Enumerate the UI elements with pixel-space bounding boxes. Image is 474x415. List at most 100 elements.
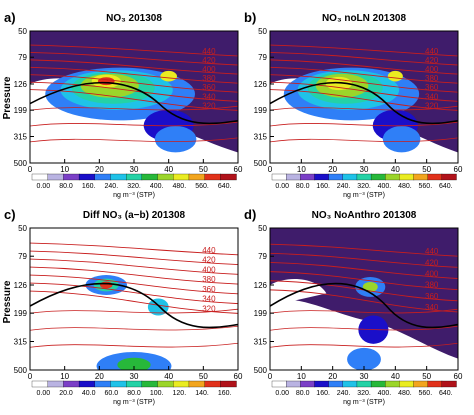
colorbar-swatch xyxy=(63,173,80,181)
contour-label: 360 xyxy=(202,285,216,294)
x-tick-label: 0 xyxy=(28,372,33,381)
colorbar-swatch xyxy=(204,173,221,181)
colorbar-swatch xyxy=(157,173,174,181)
colorbar-swatch xyxy=(220,380,237,388)
isentrope-contour xyxy=(30,282,238,305)
colorbar-tick-label: 80.0 xyxy=(296,183,310,190)
panel-title: NO₃ 201308 xyxy=(106,13,162,24)
y-tick-label: 315 xyxy=(14,338,28,347)
contour-label: 380 xyxy=(202,275,216,284)
isentrope-contour xyxy=(30,105,238,111)
x-tick-label: 10 xyxy=(60,372,69,381)
y-tick-label: 199 xyxy=(254,309,268,318)
contour-label: 420 xyxy=(425,56,439,65)
tropopause-line xyxy=(270,282,458,329)
colorbar-swatch xyxy=(47,380,65,388)
y-tick-label: 50 xyxy=(258,27,267,36)
isentrope-contour xyxy=(270,262,458,279)
colorbar-tick-label: 160. xyxy=(316,183,330,190)
colorbar-swatch xyxy=(441,380,457,388)
colorbar-tick-label: 400. xyxy=(150,183,164,190)
colorbar-tick-label: 0.00 xyxy=(37,183,51,190)
colorbar-swatch xyxy=(78,173,96,181)
panel-title: NO₃ noLN 201308 xyxy=(322,13,407,24)
colorbar-swatch xyxy=(63,380,80,388)
x-tick-label: 0 xyxy=(268,372,273,381)
contour-label: 380 xyxy=(425,74,439,83)
colorbar-swatch xyxy=(94,173,112,181)
field-level xyxy=(154,125,197,153)
contour-label: 360 xyxy=(425,83,439,92)
colorbar-tick-label: 320. xyxy=(127,183,141,190)
x-tick-label: 60 xyxy=(234,372,243,381)
isentrope-contour xyxy=(270,74,458,93)
isentrope-contour xyxy=(270,44,458,57)
isentrope-contour xyxy=(30,52,238,66)
isentrope-contour xyxy=(30,342,238,348)
colorbar-tick-label: 240. xyxy=(105,183,119,190)
colorbar-swatch xyxy=(271,380,287,388)
colorbar-swatch xyxy=(342,173,358,181)
colorbar-tick-label: 0.00 xyxy=(37,390,51,397)
colorbar-swatch xyxy=(110,173,127,181)
y-tick-label: 126 xyxy=(14,281,28,290)
colorbar-tick-label: 240. xyxy=(337,390,351,397)
y-tick-label: 126 xyxy=(254,281,268,290)
isentrope-contour xyxy=(30,121,238,127)
colorbar-swatch xyxy=(370,173,386,181)
colorbar-swatch xyxy=(141,173,159,181)
x-tick-label: 40 xyxy=(164,372,173,381)
contour-label: 340 xyxy=(425,303,439,312)
y-tick-label: 500 xyxy=(254,366,268,375)
isentrope-contour xyxy=(270,66,458,84)
colorbar-tick-label: 560. xyxy=(419,183,433,190)
colorbar-swatch xyxy=(356,380,372,388)
contour-label: 340 xyxy=(202,295,216,304)
tropopause-line xyxy=(30,282,238,329)
colorbar-unit: ng m⁻³ (STP) xyxy=(113,399,155,406)
x-tick-label: 40 xyxy=(164,165,173,174)
y-tick-label: 500 xyxy=(254,159,268,168)
colorbar-swatch xyxy=(157,380,174,388)
colorbar-tick-label: 120. xyxy=(173,390,187,397)
isentrope-contour xyxy=(30,137,238,143)
isentrope-contour xyxy=(30,325,238,331)
y-axis-label: Pressure xyxy=(2,76,13,119)
contour-label: 320 xyxy=(202,101,216,110)
colorbar-swatch xyxy=(300,380,316,388)
x-tick-label: 10 xyxy=(60,165,69,174)
colorbar-swatch xyxy=(370,380,386,388)
isentrope-contour xyxy=(30,258,238,275)
x-tick-label: 40 xyxy=(391,165,400,174)
x-tick-label: 50 xyxy=(199,372,208,381)
colorbar-tick-label: 80.0 xyxy=(59,183,73,190)
tropopause-line xyxy=(270,81,458,125)
colorbar-swatch xyxy=(173,380,190,388)
x-tick-label: 60 xyxy=(234,165,243,174)
panel-letter: a) xyxy=(4,10,16,25)
colorbar-swatch xyxy=(31,173,49,181)
colorbar-tick-label: 640. xyxy=(218,183,232,190)
colorbar-swatch xyxy=(286,173,301,181)
colorbar-swatch xyxy=(126,173,143,181)
contour-label: 420 xyxy=(202,56,216,65)
x-tick-label: 50 xyxy=(422,165,431,174)
y-tick-label: 50 xyxy=(258,224,267,233)
colorbar-tick-label: 80.0 xyxy=(296,390,310,397)
colorbar-swatch xyxy=(385,380,401,388)
colorbar-tick-label: 80.0 xyxy=(127,390,141,397)
colorbar-swatch xyxy=(47,173,65,181)
colorbar-swatch xyxy=(220,173,237,181)
contour-label: 440 xyxy=(202,47,216,56)
contour-label: 400 xyxy=(425,65,439,74)
colorbar-tick-label: 160. xyxy=(82,183,96,190)
colorbar-tick-label: 320. xyxy=(357,183,371,190)
colorbar-swatch xyxy=(31,380,49,388)
colorbar-swatch xyxy=(356,173,372,181)
isentrope-contour xyxy=(270,252,458,268)
x-tick-label: 30 xyxy=(130,165,139,174)
isentrope-contour xyxy=(270,81,458,102)
